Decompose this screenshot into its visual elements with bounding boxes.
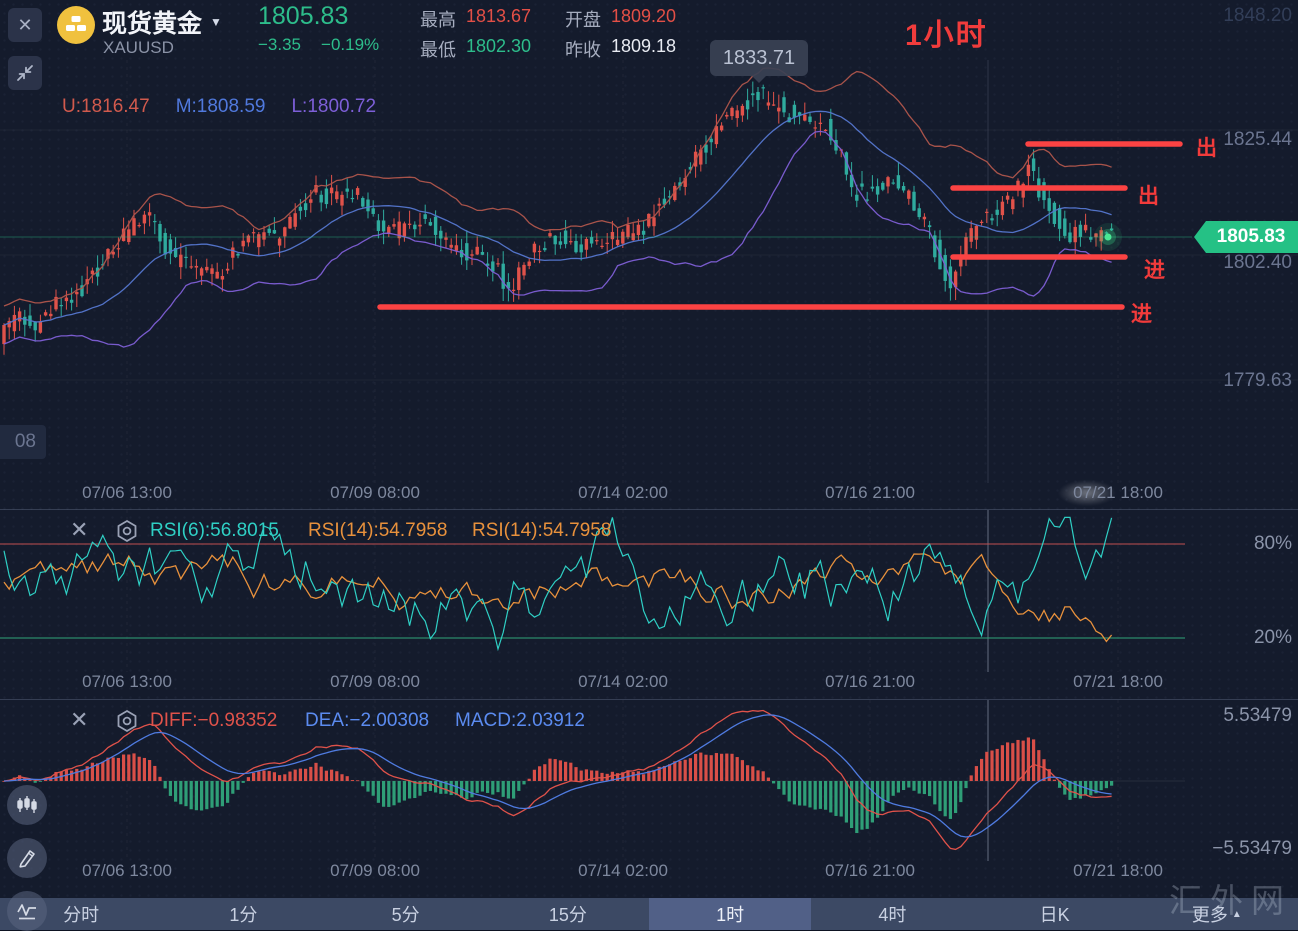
tab-4hour[interactable]: 4时 [878,905,907,925]
indicator-button[interactable] [7,891,47,931]
close-icon: ✕ [17,14,33,35]
time-tick: 07/06 13:00 [82,483,172,502]
gear-icon [117,519,137,543]
tab-more[interactable]: 更多 ▲ [1136,898,1298,930]
tab-tick[interactable]: 分时 [63,905,100,925]
collapse-icon [17,65,33,81]
macd-time-axis: 07/06 13:00 07/09 08:00 07/14 02:00 07/1… [0,861,1298,887]
boll-middle-label: M:1808.59 [175,96,266,117]
close-icon: ✕ [70,707,89,732]
instrument-selector[interactable]: 现货黄金 ▼ [102,4,222,40]
tab-5min[interactable]: 5分 [391,905,420,925]
instrument-gold-icon [57,6,95,44]
time-tick: 07/06 13:00 [82,861,172,880]
pulse-icon [17,904,36,920]
rsi-chart-canvas[interactable] [0,510,1298,672]
more-arrow-icon: ▲ [1231,908,1242,920]
tab-1hour[interactable]: 1时 [649,898,812,930]
candlestick-icon [17,796,37,813]
panel-divider [0,699,1298,700]
high-price-tooltip: 1833.71 [710,40,808,83]
current-price-tag: 1805.83 [1194,221,1298,253]
rsi14-readout-a: RSI(14):54.7958 [308,520,448,541]
price-axis-1779: 1779.63 [1223,370,1292,391]
stat-prevclose-label: 昨收 [565,40,601,60]
symbol-label: XAUUSD [103,38,174,57]
price-change: −3.35 [258,35,302,54]
macd-value-readout: MACD:2.03912 [455,710,585,731]
signal-exit-2[interactable]: 出 [1138,185,1159,208]
stat-low-value: 1802.30 [466,36,532,56]
boll-lower-label: L:1800.72 [291,96,377,117]
time-tick: 07/16 21:00 [825,861,915,880]
rsi-oversold-label: 20% [1253,627,1292,648]
last-price: 1805.83 [258,2,349,30]
stat-prevclose-value: 1809.18 [611,36,677,56]
time-tick: 07/21 18:00 [1073,861,1163,880]
signal-exit-1[interactable]: 出 [1196,137,1217,160]
time-tick: 07/06 13:00 [82,672,172,691]
pencil-icon [19,850,35,868]
high-price-tooltip-value: 1833.71 [722,46,796,69]
chart-style-button[interactable] [7,785,47,825]
time-tick: 07/14 02:00 [578,672,668,691]
signal-enter-2[interactable]: 进 [1131,303,1152,326]
price-axis-1825: 1825.44 [1223,129,1292,150]
tab-daily[interactable]: 日K [1039,905,1070,925]
highlight-glow [1058,480,1116,506]
timeframe-annotation: 1小时 [905,19,988,52]
main-time-axis: 07/06 13:00 07/09 08:00 07/14 02:00 07/1… [0,483,1298,509]
rsi14-readout-b: RSI(14):54.7958 [472,520,612,541]
rsi-close-button[interactable]: ✕ [70,517,88,543]
price-change-pct: −0.19% [321,35,380,54]
tab-15min[interactable]: 15分 [548,905,587,925]
rsi-overbought-label: 80% [1253,533,1292,554]
stat-high-value: 1813.67 [466,6,532,26]
time-tick: 07/14 02:00 [578,861,668,880]
panel-divider [0,509,1298,510]
time-tick: 07/14 02:00 [578,483,668,502]
macd-settings-button[interactable] [114,708,140,734]
timeframe-toolbar: 分时 1分 5分 15分 1时 4时 日K 更多 ▲ [0,898,1298,930]
tab-1min[interactable]: 1分 [229,905,258,925]
time-tick: 07/16 21:00 [825,672,915,691]
instrument-title: 现货黄金 [102,10,203,38]
price-axis-1802: 1802.40 [1223,252,1292,273]
boll-upper-label: U:1816.47 [62,96,150,117]
close-icon: ✕ [70,517,89,542]
draw-tool-button[interactable] [7,838,47,878]
time-tick: 07/09 08:00 [330,483,420,502]
macd-axis-min: −5.53479 [1212,838,1292,859]
gear-icon [117,709,137,733]
macd-axis-max: 5.53479 [1223,705,1292,726]
time-tick: 07/21 18:00 [1073,483,1163,502]
partial-price-label: 08 [0,425,46,459]
macd-close-button[interactable]: ✕ [70,707,88,733]
macd-diff-readout: DIFF:−0.98352 [150,710,278,731]
bollinger-readout: U:1816.47 M:1808.59 L:1800.72 [62,96,376,118]
stat-open-label: 开盘 [565,10,601,30]
signal-enter-1[interactable]: 进 [1144,259,1165,282]
macd-dea-readout: DEA:−2.00308 [305,710,430,731]
close-window-button[interactable]: ✕ [8,8,42,42]
price-axis-1848: 1848.20 [1223,5,1292,26]
stat-high-label: 最高 [420,10,456,30]
stat-low-label: 最低 [420,40,456,60]
time-tick: 07/16 21:00 [825,483,915,502]
dropdown-caret-icon: ▼ [210,15,222,29]
rsi6-readout: RSI(6):56.8015 [150,520,279,541]
time-tick: 07/21 18:00 [1073,672,1163,691]
time-tick: 07/09 08:00 [330,672,420,691]
rsi-settings-button[interactable] [114,518,140,544]
macd-chart-canvas[interactable] [0,700,1298,861]
rsi-time-axis: 07/06 13:00 07/09 08:00 07/14 02:00 07/1… [0,672,1298,698]
collapse-chart-button[interactable] [8,56,42,90]
more-label: 更多 [1191,905,1228,925]
main-chart-canvas[interactable] [0,60,1298,483]
time-tick: 07/09 08:00 [330,861,420,880]
stat-open-value: 1809.20 [611,6,677,26]
